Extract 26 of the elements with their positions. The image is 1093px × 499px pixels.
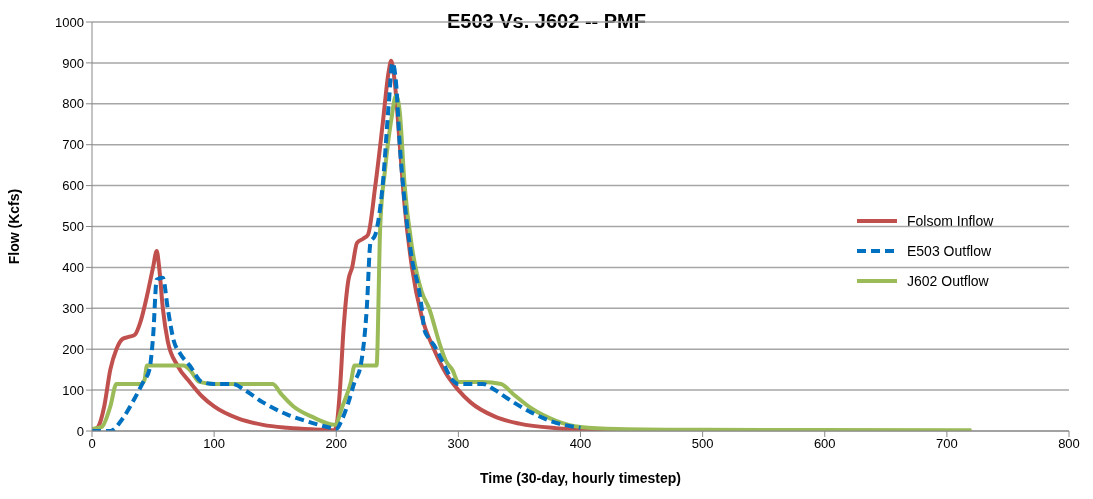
x-tick-label: 800 [1058,436,1080,452]
y-tick-label: 700 [62,137,84,153]
y-tick-label: 800 [62,96,84,112]
x-tick-label: 500 [691,436,714,452]
y-tick-label: 500 [62,219,84,235]
x-tick-label: 0 [88,436,96,452]
y-tick-label: 900 [62,55,84,71]
y-axis-title: Flow (Kcfs) [5,188,22,265]
x-axis-title: Time (30-day, hourly timestep) [480,470,681,486]
x-tick-label: 700 [936,436,958,452]
y-tick-label: 200 [62,341,84,357]
chart-title: E503 Vs. J602 -- PMF [447,10,646,32]
y-tick-label: 0 [76,423,84,439]
legend-label: Folsom Inflow [907,213,994,229]
legend-label: E503 Outflow [907,243,992,259]
x-tick-label: 300 [447,436,470,452]
x-tick-label: 200 [325,436,348,452]
y-tick-label: 600 [62,178,84,194]
y-tick-label: 100 [62,382,84,398]
y-tick-label: 1000 [55,14,84,30]
x-tick-label: 100 [203,436,225,452]
x-tick-label: 600 [813,436,836,452]
y-tick-label: 300 [62,300,84,316]
y-tick-label: 400 [62,260,84,276]
legend-label: J602 Outflow [907,273,989,289]
x-tick-label: 400 [569,436,592,452]
